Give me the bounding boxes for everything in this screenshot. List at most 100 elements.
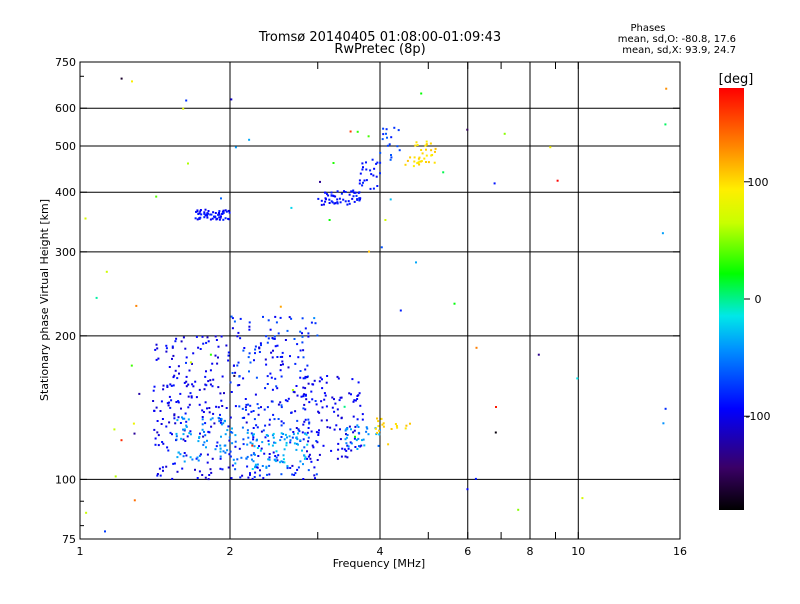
colorbar-ticks: 100 0 -100 [744, 176, 770, 423]
data-point [389, 158, 392, 161]
data-point [365, 161, 367, 164]
data-point [299, 370, 302, 372]
data-point [170, 399, 173, 402]
data-point [336, 457, 339, 460]
data-point [425, 161, 427, 163]
data-point [237, 331, 240, 334]
data-point [156, 474, 159, 477]
data-point [307, 418, 310, 421]
data-point [267, 434, 269, 437]
data-point [165, 344, 168, 347]
data-point [282, 433, 285, 435]
data-point [404, 163, 407, 166]
data-point [231, 317, 234, 320]
data-point [265, 465, 268, 468]
data-point [175, 401, 178, 403]
data-point [241, 474, 244, 477]
data-point [161, 466, 164, 469]
data-point [217, 386, 220, 389]
data-point [183, 460, 186, 463]
data-point [220, 335, 223, 338]
data-point [271, 388, 274, 391]
data-point [182, 417, 184, 420]
data-point [344, 438, 347, 441]
data-point [166, 386, 169, 388]
data-point [185, 424, 188, 427]
data-point [206, 407, 208, 410]
data-point [286, 329, 289, 332]
data-point [280, 420, 283, 423]
data-point [358, 182, 361, 185]
data-point [304, 418, 307, 421]
data-point [277, 454, 280, 457]
data-point [157, 357, 160, 360]
data-point [217, 406, 220, 409]
data-point [394, 423, 397, 425]
data-point [416, 162, 419, 165]
data-point [361, 162, 364, 165]
data-point [196, 210, 199, 213]
data-point [275, 450, 278, 453]
data-point [355, 439, 358, 442]
data-point [220, 418, 223, 421]
data-point [250, 432, 253, 435]
data-point [306, 450, 308, 453]
data-point [219, 455, 222, 458]
data-point [187, 383, 190, 386]
data-point [264, 358, 267, 361]
data-point [227, 354, 230, 357]
data-point [337, 414, 340, 417]
colorbar [719, 88, 744, 510]
data-point [256, 463, 259, 466]
data-point [386, 144, 389, 147]
data-point [272, 436, 275, 439]
data-point [216, 441, 219, 444]
data-point [409, 156, 412, 159]
data-point [333, 398, 335, 401]
data-point [340, 192, 343, 195]
data-point [350, 393, 352, 396]
data-point [396, 426, 399, 429]
data-point [259, 469, 261, 472]
data-point [248, 138, 251, 141]
data-point [233, 374, 236, 377]
data-point [241, 426, 244, 429]
data-point [225, 407, 228, 409]
data-point [347, 200, 350, 203]
data-point [257, 455, 260, 457]
data-point [336, 375, 339, 378]
data-point [231, 442, 234, 445]
data-point [265, 363, 268, 366]
data-point [169, 383, 172, 386]
data-point [288, 316, 291, 319]
data-point [393, 126, 396, 129]
data-point [263, 452, 266, 455]
data-point [234, 468, 237, 471]
data-point [253, 359, 255, 362]
data-point [280, 404, 283, 407]
data-point [290, 317, 293, 320]
data-point [355, 194, 358, 197]
data-point [319, 180, 321, 183]
data-point [247, 356, 250, 359]
data-point [356, 448, 359, 450]
data-point [286, 465, 289, 468]
data-point [314, 477, 316, 480]
data-point [273, 335, 276, 338]
data-point [173, 413, 176, 416]
data-point [312, 446, 315, 449]
data-point [279, 369, 282, 372]
data-point [350, 442, 353, 445]
data-point [344, 200, 347, 203]
data-point [307, 440, 310, 443]
data-point [167, 404, 170, 407]
data-point [280, 473, 283, 476]
data-point [389, 198, 392, 201]
data-point [310, 390, 313, 393]
data-point [322, 444, 325, 447]
data-point [434, 150, 436, 153]
data-point [189, 361, 192, 364]
data-point [442, 171, 445, 174]
data-point [346, 428, 349, 431]
data-point [302, 407, 305, 410]
